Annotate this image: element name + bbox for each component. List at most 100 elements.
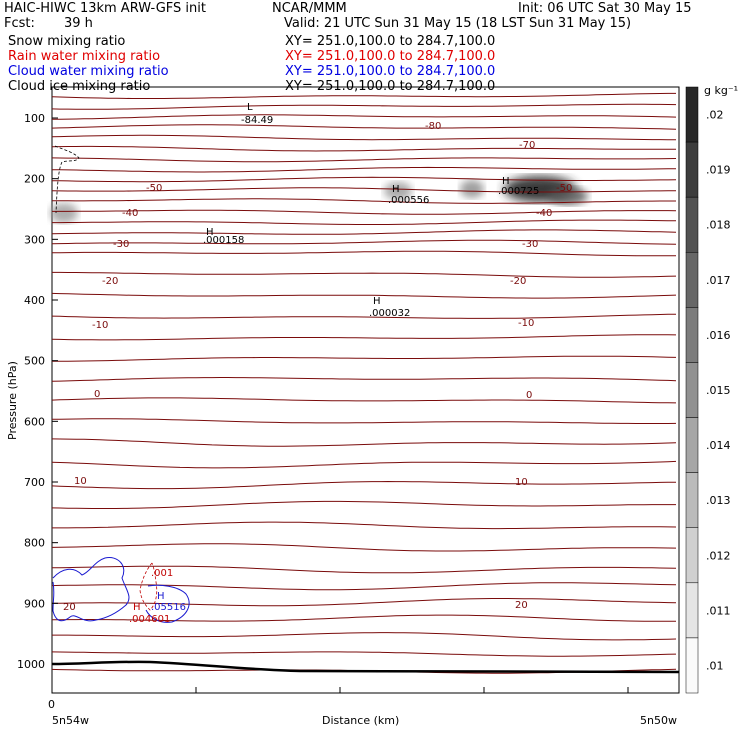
y-tick-label: 500: [24, 355, 45, 368]
isotherm-line: [51, 418, 677, 424]
isotherm-line: [52, 209, 677, 215]
forecast-hours: 39 h: [64, 16, 93, 31]
isotherm-lines: [51, 92, 677, 674]
isotherm-line: [51, 313, 677, 319]
colorbar-tick-label: .019: [706, 164, 731, 177]
ice-shade-mid: [384, 182, 412, 200]
isotherm-line: [51, 397, 677, 404]
high-value: .000725: [498, 186, 539, 197]
colorbar-swatch: [685, 527, 699, 584]
isotherm-line: [52, 198, 676, 204]
high-marker: H: [392, 184, 400, 195]
x-axis: 0 5n54w Distance (km) 5n50w: [48, 687, 677, 727]
isotherm-line: [51, 157, 677, 163]
chart-title: HAIC-HIWC 13km ARW-GFS init: [4, 1, 206, 16]
field-xy-snow: XY= 251.0,100.0 to 284.7,100.0: [285, 34, 496, 49]
colorbar-swatch: [685, 307, 699, 363]
isotherm-label: -20: [510, 276, 526, 287]
cloud-water-high-value: .05516: [151, 602, 186, 613]
isotherm-line: [51, 377, 677, 382]
isotherm-line: [51, 114, 677, 120]
isotherm-label: -40: [536, 208, 552, 219]
cloud-water-contour: [52, 557, 130, 622]
field-name-snow: Snow mixing ratio: [8, 34, 126, 49]
low-value: -84.49: [241, 115, 273, 126]
isotherm-line: [51, 134, 677, 141]
colorbar-tick-label: .015: [706, 384, 731, 397]
y-tick-label: 600: [24, 415, 45, 428]
extrema-labels: L -84.49 H .000158 H .000032 H .000556 H…: [129, 102, 539, 625]
high-value: .000556: [388, 195, 429, 206]
isotherm-line: [51, 176, 677, 183]
isotherm-label: 20: [63, 602, 76, 613]
colorbar-swatch: [685, 141, 699, 198]
y-tick-label: 1000: [17, 658, 45, 671]
isotherm-line: [51, 500, 676, 509]
isotherm-label: -70: [519, 140, 535, 151]
isotherm-label: -30: [522, 239, 538, 250]
high-marker: H: [206, 227, 214, 238]
isotherm-label: 10: [515, 477, 528, 488]
isotherm-line: [52, 521, 677, 530]
rain-high-value: .004601: [129, 614, 170, 625]
colorbar-tick-label: .011: [706, 604, 731, 617]
colorbar-swatch: [685, 417, 699, 473]
colorbar-swatch: [685, 582, 699, 639]
isotherm-line: [51, 460, 677, 469]
isotherm-label: 10: [74, 476, 87, 487]
isotherm-line: [51, 565, 677, 574]
isotherm-label: 0: [526, 390, 532, 401]
field-xy-cloud-water: XY= 251.0,100.0 to 284.7,100.0: [285, 64, 496, 79]
init-time-label: Init: 06 UTC Sat 30 May 15: [518, 1, 692, 16]
y-tick-label: 800: [24, 537, 45, 550]
rain-contour-label: .001: [151, 568, 173, 579]
isotherm-label: -50: [556, 183, 572, 194]
isotherm-line: [51, 292, 677, 299]
x-end-label: 5n50w: [640, 714, 677, 727]
isotherm-label: 20: [515, 600, 528, 611]
colorbar-tick-label: .018: [706, 219, 731, 232]
x-axis-label: Distance (km): [322, 714, 399, 727]
field-name-cloud-water: Cloud water mixing ratio: [8, 64, 169, 79]
isotherm-line: [51, 543, 677, 552]
high-marker: H: [502, 176, 510, 187]
forecast-label: Fcst:: [4, 16, 35, 31]
colorbar-tick-label: .016: [706, 329, 731, 342]
y-tick-label: 200: [24, 173, 45, 186]
field-xy-rain: XY= 251.0,100.0 to 284.7,100.0: [285, 49, 496, 64]
low-marker: L: [247, 102, 253, 113]
surface-line: [51, 660, 680, 674]
high-marker: H: [373, 296, 381, 307]
colorbar-tick-label: .014: [706, 439, 731, 452]
colorbar-swatch: [685, 196, 699, 253]
isotherm-line: [51, 598, 677, 607]
isotherm-label: -80: [425, 121, 441, 132]
isotherm-line: [51, 651, 677, 657]
ice-contour-dashed: [54, 145, 80, 214]
isotherm-label: -10: [518, 318, 534, 329]
high-value: .000032: [369, 308, 410, 319]
colorbar-tick-label: .017: [706, 274, 731, 287]
isotherm-line: [51, 229, 677, 235]
ice-shade-right-1: [460, 180, 484, 198]
colorbar-unit: g kg⁻¹: [704, 84, 738, 97]
ice-shade-left: [50, 203, 78, 223]
isotherm-line: [51, 124, 677, 130]
isotherm-label: -20: [102, 276, 118, 287]
isotherm-line: [51, 480, 677, 490]
x-tick-label-0: 0: [48, 698, 55, 711]
y-tick-label: 700: [24, 476, 45, 489]
rain-high-marker: H: [133, 602, 141, 613]
isotherm-label: 0: [94, 389, 100, 400]
isotherm-line: [51, 92, 676, 99]
isotherm-line: [51, 239, 677, 245]
rain-contour-dashed: [139, 562, 158, 611]
isotherm-label: -30: [113, 239, 129, 250]
colorbar-tick-label: .012: [706, 549, 731, 562]
colorbar: g kg⁻¹ .02 .019 .018 .017 .016 .015 .014 .013 .0…: [685, 84, 738, 694]
plot-frame: [51, 86, 680, 694]
colorbar-tick-label: .02: [706, 109, 724, 122]
colorbar-swatch: [685, 637, 699, 694]
colorbar-swatch: [685, 362, 699, 418]
y-tick-label: 900: [24, 597, 45, 610]
